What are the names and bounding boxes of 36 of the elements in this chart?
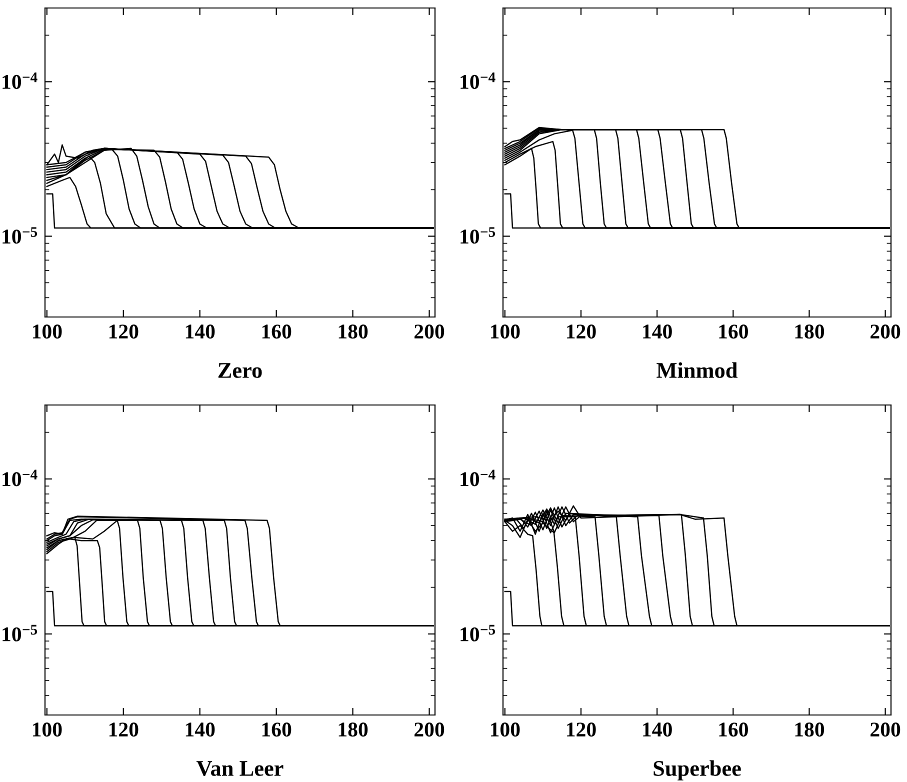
y-tick-label: 10$^{−4}$ xyxy=(2,470,38,486)
y-tick-label: 10$^{−4}$ xyxy=(460,470,496,486)
x-tick-label: 100 xyxy=(32,722,62,737)
x-tick-label: 160 xyxy=(719,722,748,737)
y-tick-label: 10$^{−5}$ xyxy=(460,227,496,244)
x-tick-label: 120 xyxy=(109,722,138,737)
x-tick-label: 200 xyxy=(870,722,900,737)
y-tick-label: 10$^{−4}$ xyxy=(2,72,38,89)
x-tick-label: 180 xyxy=(338,722,368,737)
x-tick-label: 120 xyxy=(567,324,596,339)
x-tick-label: 140 xyxy=(643,324,672,339)
x-axis-title: Van Leer xyxy=(196,761,284,776)
x-tick-label: 140 xyxy=(186,324,215,339)
x-tick-label: 180 xyxy=(338,324,368,339)
x-tick-label: 160 xyxy=(719,324,748,339)
x-tick-label: 100 xyxy=(490,324,520,339)
y-tick-label: 10$^{−4}$ xyxy=(460,72,496,89)
x-tick-label: 200 xyxy=(414,722,444,737)
x-tick-label: 140 xyxy=(643,722,672,737)
y-tick-label: 10$^{−5}$ xyxy=(2,227,38,244)
x-tick-label: 100 xyxy=(490,722,520,737)
x-tick-label: 160 xyxy=(262,722,292,737)
y-tick-label: 10$^{−5}$ xyxy=(460,624,496,642)
y-tick-label: 10$^{−5}$ xyxy=(2,624,38,642)
x-axis-title: Superbee xyxy=(654,760,741,780)
x-tick-label: 200 xyxy=(870,324,900,339)
x-axis-title: Zero xyxy=(218,363,262,378)
x-tick-label: 180 xyxy=(795,324,824,339)
x-tick-label: 200 xyxy=(414,324,444,339)
x-tick-label: 120 xyxy=(109,324,138,339)
x-axis-title: Minmod xyxy=(656,362,738,378)
x-tick-label: 160 xyxy=(262,324,292,339)
x-tick-label: 180 xyxy=(795,722,824,737)
x-tick-label: 120 xyxy=(567,722,596,737)
x-tick-label: 100 xyxy=(32,324,62,339)
x-tick-label: 140 xyxy=(186,722,215,737)
